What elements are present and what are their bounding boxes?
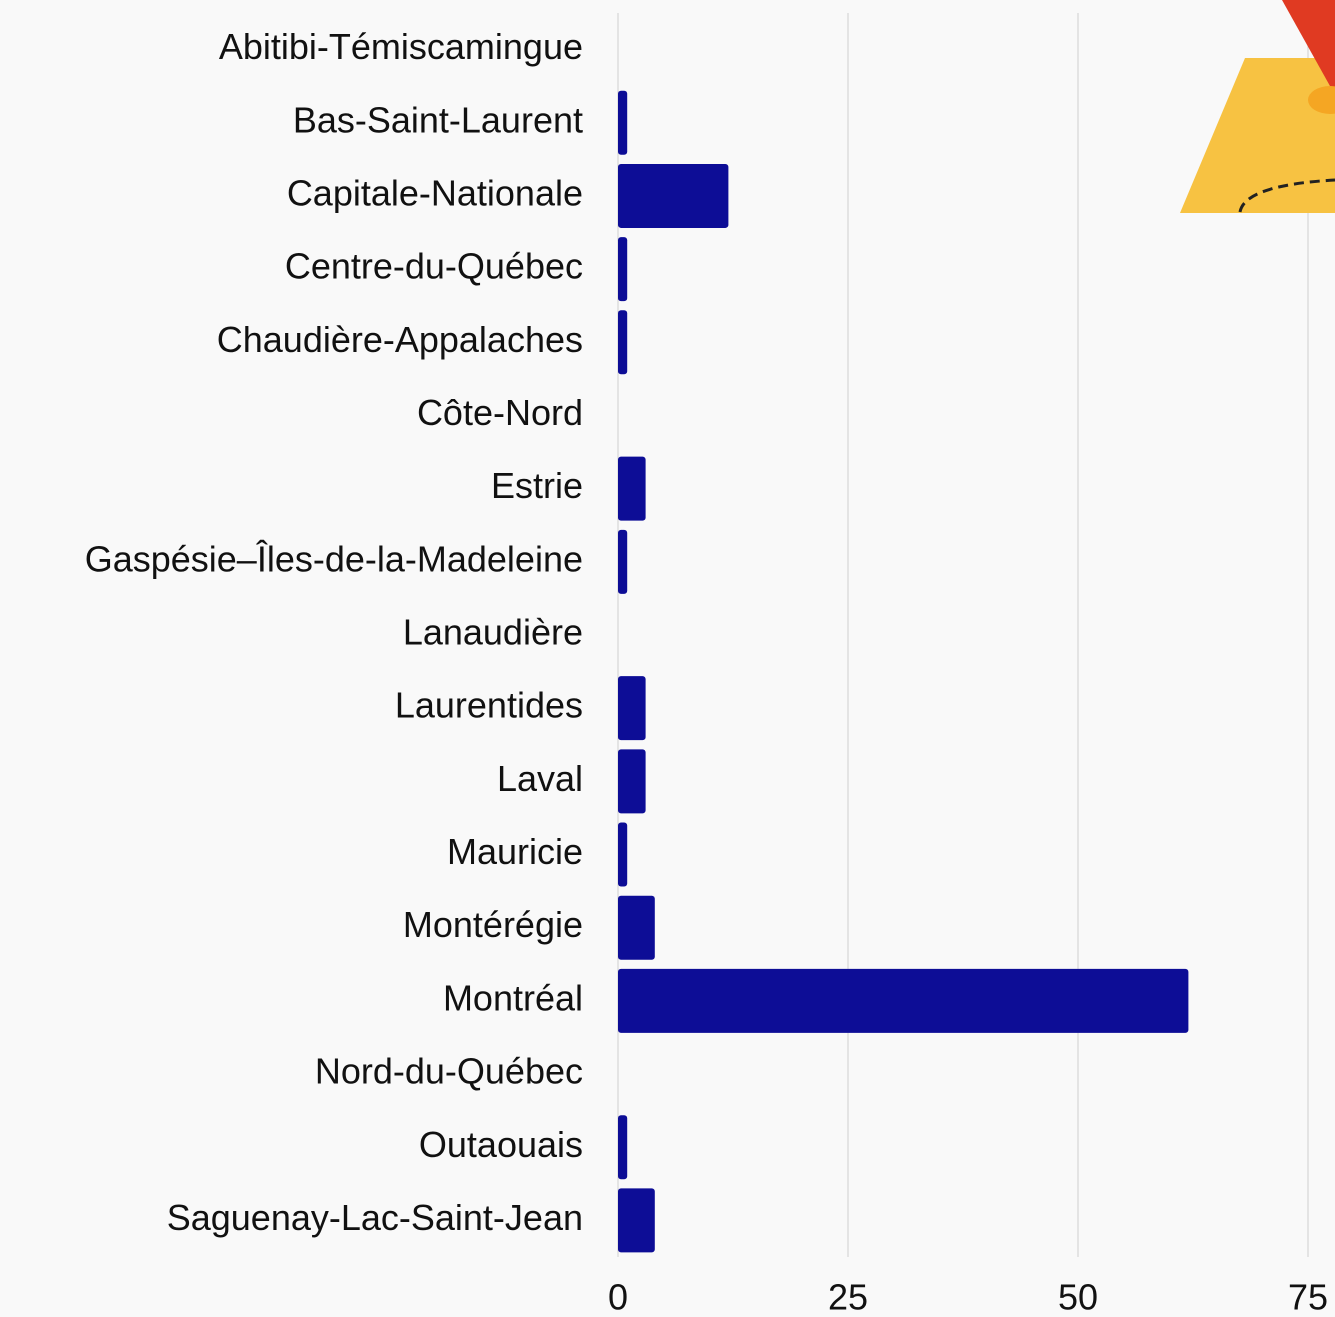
y-tick-label: Montréal [443, 977, 583, 1018]
y-tick-label: Abitibi-Témiscamingue [219, 26, 583, 67]
bar [618, 968, 1189, 1033]
y-tick-label: Laurentides [395, 685, 583, 726]
y-tick-label: Chaudière-Appalaches [217, 319, 583, 360]
x-tick-label: 75 [1288, 1277, 1328, 1317]
decoration [1308, 86, 1335, 114]
decoration [1180, 58, 1335, 213]
bar [618, 1115, 628, 1180]
y-tick-label: Lanaudière [403, 612, 583, 653]
bar [618, 529, 628, 594]
decoration [1282, 0, 1335, 95]
y-tick-label: Laval [497, 758, 583, 799]
y-tick-label: Estrie [491, 465, 583, 506]
bar [618, 310, 628, 375]
y-tick-label: Saguenay-Lac-Saint-Jean [167, 1197, 583, 1238]
y-tick-label: Nord-du-Québec [315, 1051, 583, 1092]
bar [618, 822, 628, 887]
decoration [1238, 178, 1335, 213]
x-tick-label: 25 [828, 1277, 868, 1317]
y-tick-label: Outaouais [419, 1124, 583, 1165]
bar [618, 895, 655, 960]
bar [618, 456, 646, 521]
y-tick-label: Centre-du-Québec [285, 246, 583, 287]
y-tick-label: Bas-Saint-Laurent [293, 99, 583, 140]
bar [618, 1188, 655, 1253]
x-tick-label: 50 [1058, 1277, 1098, 1317]
bar [618, 90, 628, 155]
y-tick-label: Montérégie [403, 904, 583, 945]
y-tick-label: Gaspésie–Îles-de-la-Madeleine [85, 538, 583, 579]
x-tick-label: 0 [608, 1277, 628, 1317]
y-tick-label: Capitale-Nationale [287, 172, 583, 213]
bar [618, 163, 729, 228]
y-tick-label: Côte-Nord [417, 392, 583, 433]
bar [618, 237, 628, 302]
bar [618, 749, 646, 814]
bar [618, 676, 646, 741]
y-tick-label: Mauricie [447, 831, 583, 872]
